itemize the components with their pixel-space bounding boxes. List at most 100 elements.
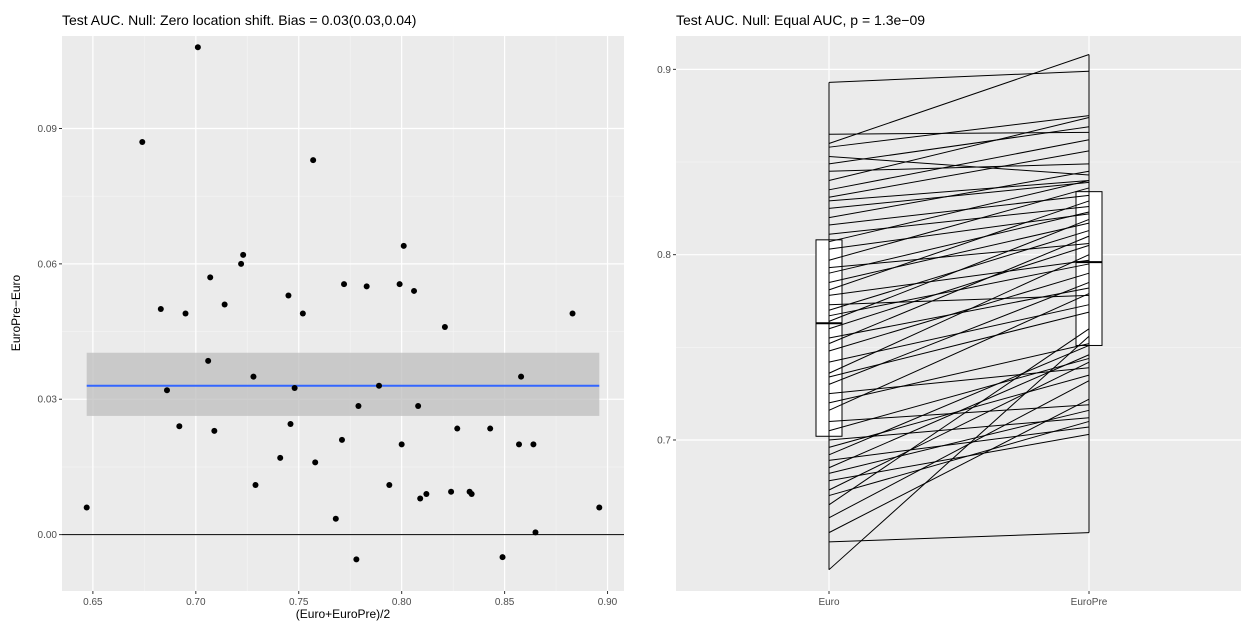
scatter-point (291, 384, 298, 391)
paired-line (828, 426, 1090, 461)
paired-line (828, 263, 1090, 317)
scatter-point (139, 139, 146, 146)
paired-line (828, 222, 1090, 283)
scatter-point (238, 260, 245, 267)
scatter-point (417, 495, 424, 502)
scatter-point (182, 310, 189, 317)
scatter-point (532, 529, 539, 536)
paired-line (828, 294, 1090, 306)
paired-boxplot-x-tick-labels: Euro EuroPre (818, 591, 1108, 608)
paired-line (828, 115, 1090, 148)
paired-line (828, 328, 1090, 506)
scatter-point (376, 382, 383, 389)
scatter-point (363, 283, 370, 290)
scatter-point (355, 403, 362, 409)
paired-lines (828, 54, 1090, 571)
paired-line (828, 150, 1090, 198)
scatter-point (396, 281, 403, 288)
paired-line (828, 244, 1090, 330)
bland-altman-plot-background (62, 36, 624, 591)
scatter-point (487, 425, 494, 432)
paired-line (828, 420, 1090, 497)
scatter-point (341, 281, 348, 288)
paired-line (828, 433, 1090, 482)
paired-line (828, 311, 1090, 378)
scatter-point (285, 292, 292, 299)
paired-line (828, 287, 1090, 339)
scatter-point (596, 504, 603, 511)
paired-line (828, 243, 1090, 269)
paired-line (828, 139, 1090, 191)
scatter-point (211, 427, 218, 434)
scatter-point (207, 274, 214, 281)
scatter-point (83, 504, 90, 511)
confidence-band (86, 352, 600, 416)
scatter-point (448, 488, 455, 495)
paired-line (828, 131, 1090, 135)
y-tick-label: 0.9 (657, 65, 671, 76)
paired-line (828, 343, 1090, 404)
paired-boxplot-panel: Euro EuroPre 0.7 0.8 0.9 Test AUC. Null: Eq… (657, 12, 1241, 608)
scatter-point (386, 481, 393, 488)
scatter-point (221, 301, 228, 308)
paired-line (828, 230, 1090, 311)
scatter-point (252, 481, 259, 488)
paired-line (828, 213, 1090, 250)
scatter-point (240, 251, 247, 258)
y-tick-label: 0.09 (38, 124, 58, 135)
paired-line (828, 211, 1090, 274)
scatter-point (163, 387, 170, 394)
paired-line (828, 181, 1090, 209)
paired-line (828, 54, 1090, 144)
paired-line (828, 205, 1090, 235)
scatter-point (287, 421, 294, 428)
bland-altman-y-axis-label: EuroPre−Euro (9, 274, 23, 351)
x-tick-label: 0.70 (186, 597, 206, 608)
scatter-point (499, 554, 506, 561)
bland-altman-panel: 0.65 0.70 0.75 0.80 0.85 0.90 0.000.030.060.0… (9, 12, 624, 621)
paired-line (828, 180, 1090, 243)
scatter-point (516, 441, 523, 448)
scatter-point (312, 459, 319, 466)
paired-line (828, 304, 1090, 363)
scatter-point (353, 556, 360, 563)
x-tick-label: 0.80 (392, 597, 412, 608)
paired-line (828, 404, 1090, 422)
bland-altman-x-axis-label: (Euro+EuroPre)/2 (296, 607, 391, 621)
paired-line (828, 194, 1090, 226)
scatter-point (310, 157, 317, 164)
x-tick-label: 0.65 (83, 597, 103, 608)
x-tick-label: Euro (818, 597, 840, 608)
scatter-point (468, 490, 475, 497)
y-tick-label: 0.7 (657, 435, 671, 446)
paired-line (828, 70, 1090, 83)
paired-boxplot-y-tick-labels: 0.7 0.8 0.9 (657, 65, 676, 446)
y-tick-label: 0.03 (38, 395, 58, 406)
paired-line (828, 259, 1090, 296)
paired-line (828, 293, 1090, 411)
bland-altman-y-tick-labels: 0.00 0.03 0.06 0.09 (38, 124, 62, 541)
scatter-point (299, 310, 306, 317)
paired-line (828, 367, 1090, 395)
scatter-point (176, 423, 183, 430)
scatter-point (411, 287, 418, 294)
paired-line (828, 254, 1090, 374)
bland-altman-gridlines (62, 36, 624, 591)
paired-line (828, 180, 1090, 202)
paired-line (828, 163, 1090, 172)
scatter-point (157, 305, 164, 312)
scatter-point (205, 357, 212, 364)
paired-boxplot-title: Test AUC. Null: Equal AUC, p = 1.3e−09 (676, 12, 925, 28)
paired-line (828, 409, 1090, 474)
x-tick-label: 0.85 (495, 597, 515, 608)
paired-line (828, 380, 1090, 519)
paired-line (828, 361, 1090, 491)
scatter-point (194, 44, 201, 51)
paired-line (828, 532, 1090, 543)
paired-line (828, 170, 1090, 219)
scatter-point (400, 242, 407, 249)
paired-line (828, 272, 1090, 352)
paired-line (828, 200, 1090, 291)
x-tick-label: EuroPre (1071, 597, 1108, 608)
scatter-point (423, 490, 430, 497)
